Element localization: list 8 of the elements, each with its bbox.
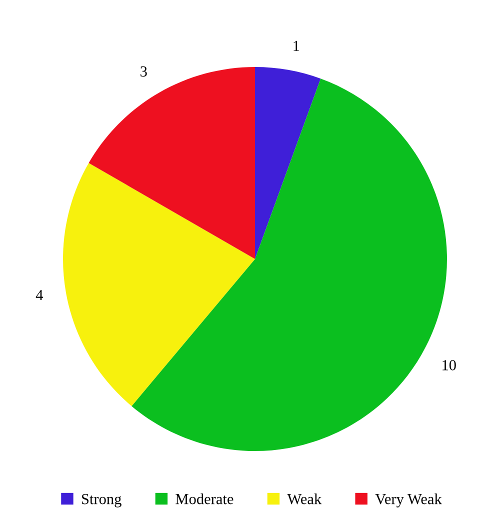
legend-label: Moderate <box>176 493 234 504</box>
data-label: 10 <box>442 360 456 370</box>
legend-label: Very Weak <box>375 493 442 508</box>
data-label: 3 <box>140 66 147 77</box>
data-label: 4 <box>36 290 43 300</box>
legend-label: Weak <box>287 493 322 504</box>
data-label: 1 <box>294 40 300 51</box>
legend-label: Strong <box>82 494 122 508</box>
